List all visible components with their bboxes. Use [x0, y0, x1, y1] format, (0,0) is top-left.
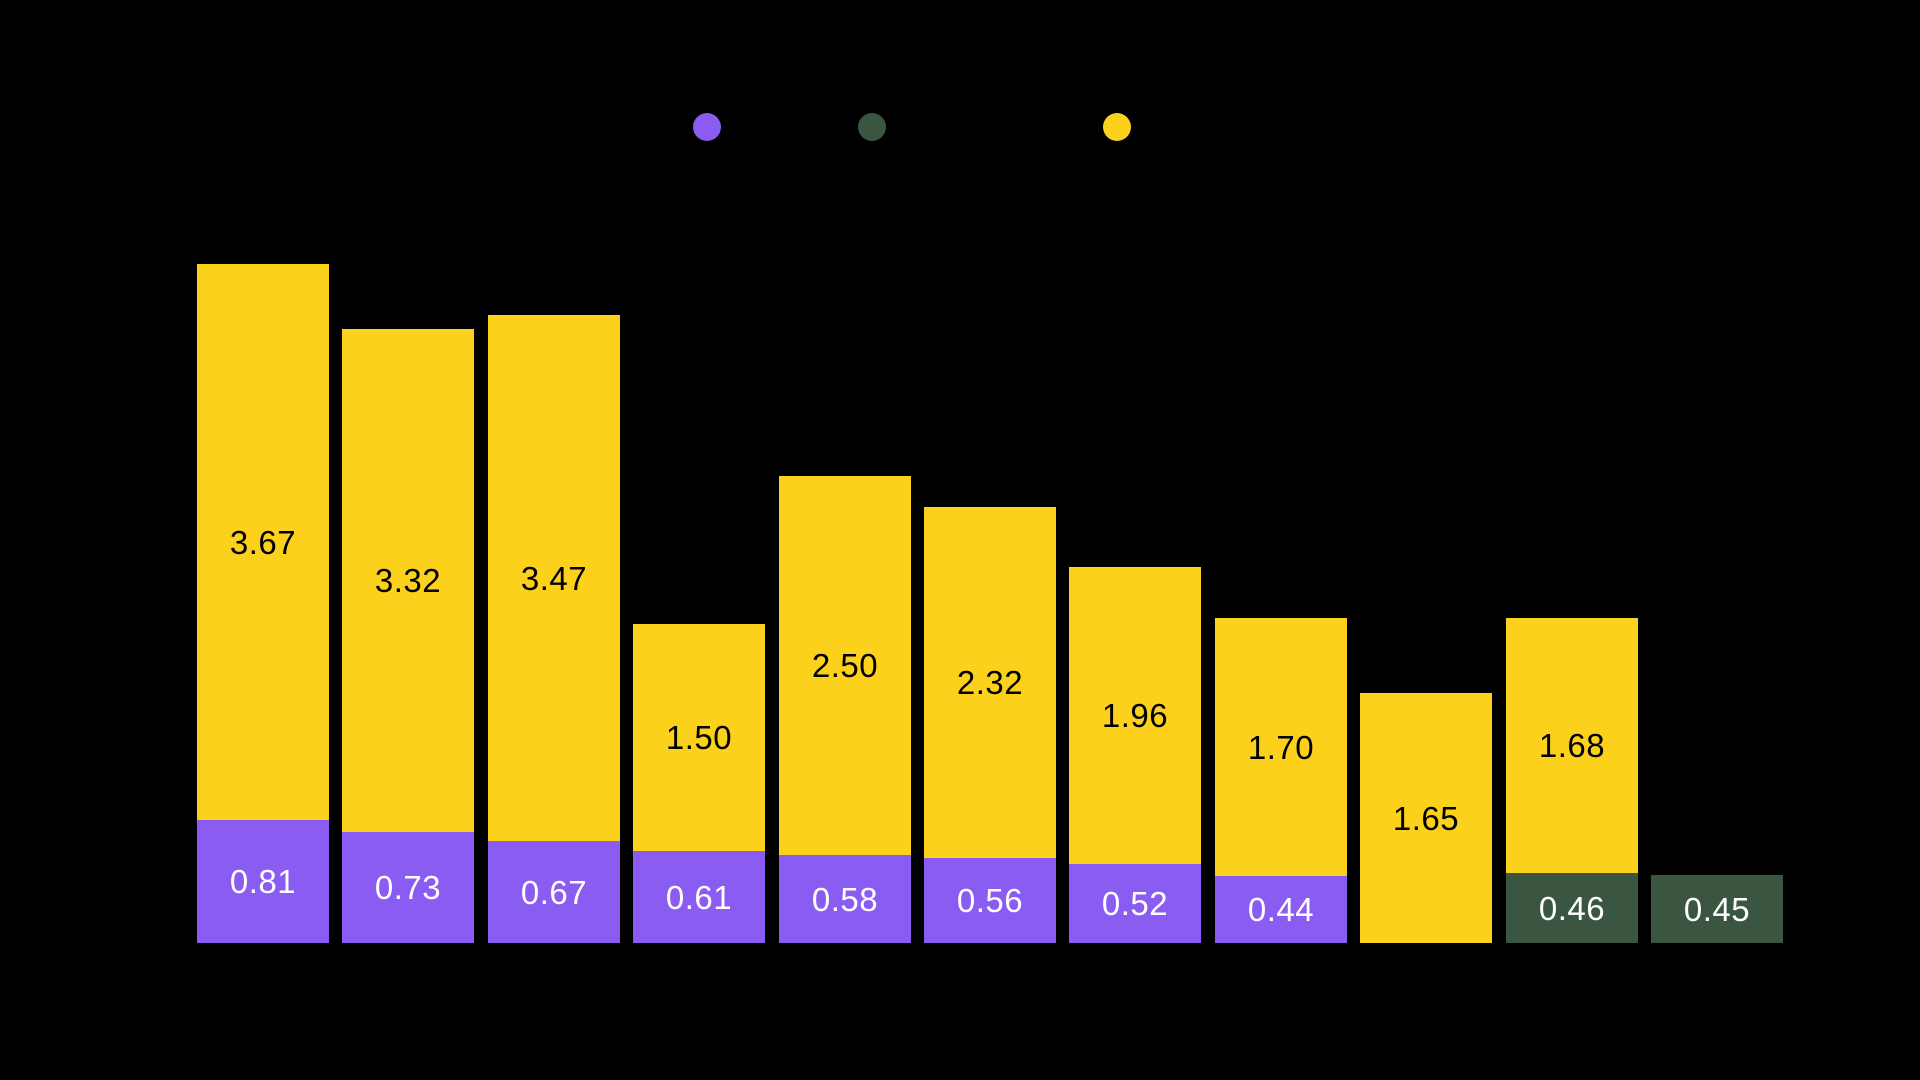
bar-value-label: 0.67	[520, 873, 588, 911]
bar-segment-yellow[interactable]: 1.68	[1506, 618, 1638, 873]
bar-segment-yellow[interactable]: 1.50	[633, 624, 765, 851]
bar-value-label: 1.70	[1247, 728, 1315, 766]
bar-column-1[interactable]: 0.81 3.67	[197, 264, 329, 943]
bar-value-label: 2.32	[956, 664, 1024, 701]
bar-value-label: 2.50	[811, 647, 879, 684]
legend	[0, 0, 1920, 160]
bar-segment-yellow[interactable]: 3.47	[488, 315, 620, 841]
bar-value-label: 1.50	[665, 719, 733, 756]
bar-segment-purple[interactable]: 0.44	[1215, 876, 1347, 943]
bar-segment-purple[interactable]: 0.67	[488, 841, 620, 943]
bar-value-label: 1.65	[1392, 799, 1460, 837]
bar-segment-yellow[interactable]: 1.70	[1215, 618, 1347, 876]
bar-column-11[interactable]: 0.45	[1651, 875, 1783, 943]
bar-segment-purple[interactable]: 0.81	[197, 820, 329, 943]
bar-column-5[interactable]: 0.58 2.50	[779, 476, 911, 943]
bar-segment-purple[interactable]: 0.73	[342, 832, 474, 943]
bar-column-2[interactable]: 0.73 3.32	[342, 329, 474, 943]
bar-segment-yellow[interactable]: 2.32	[924, 507, 1056, 858]
bar-value-label: 1.96	[1101, 697, 1169, 734]
bar-segment-yellow[interactable]: 3.32	[342, 329, 474, 832]
bar-value-label: 3.32	[374, 562, 442, 599]
bar-segment-purple[interactable]: 0.56	[924, 858, 1056, 943]
bar-segment-yellow[interactable]: 2.50	[779, 476, 911, 855]
bar-column-10[interactable]: 0.46 1.68	[1506, 618, 1638, 943]
bar-value-label: 0.61	[665, 878, 733, 916]
bar-column-6[interactable]: 0.56 2.32	[924, 507, 1056, 943]
bar-segment-purple[interactable]: 0.58	[779, 855, 911, 943]
bar-column-9[interactable]: 1.65	[1360, 693, 1492, 943]
bar-segment-yellow[interactable]: 1.65	[1360, 693, 1492, 943]
bar-value-label: 3.67	[229, 523, 297, 561]
bar-value-label: 0.52	[1101, 885, 1169, 922]
bar-segment-green[interactable]: 0.46	[1506, 873, 1638, 943]
bar-value-label: 0.73	[374, 869, 442, 906]
bar-value-label: 3.47	[520, 559, 588, 597]
bar-column-7[interactable]: 0.52 1.96	[1069, 567, 1201, 943]
legend-marker-yellow-icon[interactable]	[1103, 113, 1131, 141]
bar-segment-purple[interactable]: 0.61	[633, 851, 765, 943]
bar-segment-purple[interactable]: 0.52	[1069, 864, 1201, 943]
bar-segment-green[interactable]: 0.45	[1651, 875, 1783, 943]
bar-segment-yellow[interactable]: 1.96	[1069, 567, 1201, 864]
bar-value-label: 0.58	[811, 880, 879, 918]
legend-marker-green-icon[interactable]	[858, 113, 886, 141]
legend-marker-purple-icon[interactable]	[693, 113, 721, 141]
bar-value-label: 0.81	[229, 863, 297, 900]
bar-value-label: 0.46	[1538, 889, 1606, 927]
bar-column-3[interactable]: 0.67 3.47	[488, 315, 620, 943]
bar-value-label: 0.56	[956, 882, 1024, 919]
bar-value-label: 0.44	[1247, 891, 1315, 928]
bar-segment-yellow[interactable]: 3.67	[197, 264, 329, 820]
bar-column-8[interactable]: 0.44 1.70	[1215, 618, 1347, 943]
bar-value-label: 1.68	[1538, 727, 1606, 764]
bar-value-label: 0.45	[1683, 890, 1751, 928]
bar-column-4[interactable]: 0.61 1.50	[633, 624, 765, 943]
